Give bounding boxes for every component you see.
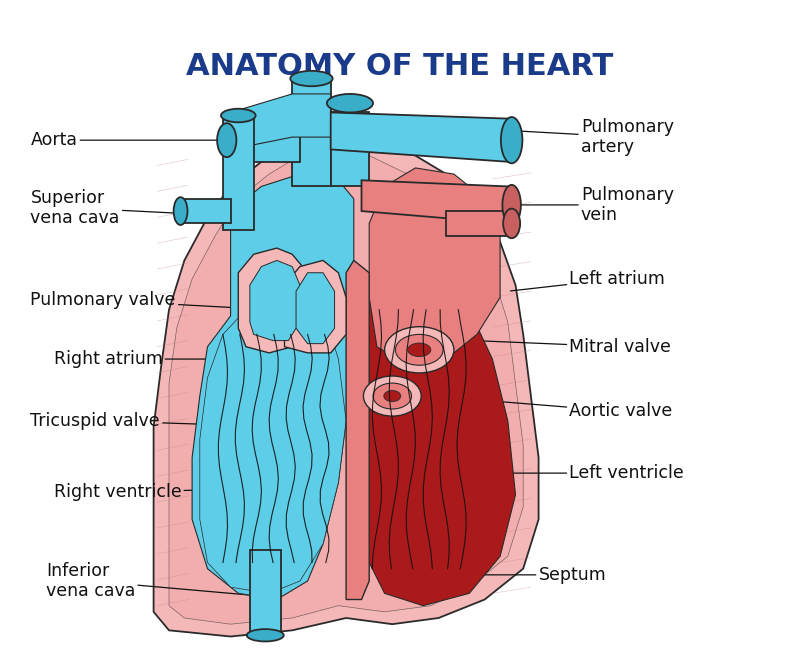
Text: Pulmonary
vein: Pulmonary vein (510, 186, 674, 224)
Polygon shape (250, 550, 281, 636)
Text: Right atrium: Right atrium (54, 350, 294, 368)
Ellipse shape (408, 343, 430, 356)
Ellipse shape (501, 117, 522, 163)
Polygon shape (362, 180, 508, 223)
Ellipse shape (373, 383, 411, 409)
Polygon shape (230, 119, 300, 161)
Ellipse shape (363, 376, 421, 416)
Text: Left atrium: Left atrium (510, 270, 666, 291)
Ellipse shape (502, 185, 521, 225)
Text: Left ventricle: Left ventricle (495, 464, 684, 482)
Polygon shape (370, 168, 500, 365)
Polygon shape (292, 82, 330, 186)
Text: Pulmonary valve: Pulmonary valve (30, 291, 270, 310)
Polygon shape (330, 113, 370, 186)
Polygon shape (346, 261, 370, 600)
Polygon shape (169, 149, 523, 624)
Ellipse shape (385, 327, 454, 373)
Polygon shape (200, 297, 346, 594)
Text: Superior
vena cava: Superior vena cava (30, 188, 254, 227)
Polygon shape (223, 119, 254, 230)
Polygon shape (250, 261, 300, 340)
Text: Aortic valve: Aortic valve (472, 399, 673, 421)
Polygon shape (230, 94, 330, 149)
Polygon shape (285, 261, 346, 353)
Ellipse shape (503, 208, 520, 239)
Polygon shape (362, 267, 515, 606)
Polygon shape (296, 273, 334, 344)
Ellipse shape (395, 334, 443, 365)
Text: Pulmonary
artery: Pulmonary artery (464, 118, 674, 157)
Ellipse shape (174, 197, 187, 225)
Polygon shape (446, 211, 508, 236)
Text: Tricuspid valve: Tricuspid valve (30, 411, 282, 429)
Ellipse shape (384, 391, 401, 401)
Polygon shape (184, 199, 230, 223)
Text: Right ventricle: Right ventricle (54, 482, 290, 500)
Ellipse shape (221, 109, 256, 123)
Text: Mitral valve: Mitral valve (476, 338, 671, 356)
Ellipse shape (290, 71, 333, 86)
Text: Aorta: Aorta (30, 131, 294, 149)
Ellipse shape (246, 629, 284, 641)
Text: Inferior
vena cava: Inferior vena cava (46, 561, 262, 600)
Polygon shape (238, 248, 308, 353)
Polygon shape (330, 113, 508, 161)
Text: Septum: Septum (418, 566, 606, 584)
Polygon shape (154, 137, 538, 636)
Text: ANATOMY OF THE HEART: ANATOMY OF THE HEART (186, 52, 614, 80)
Ellipse shape (217, 123, 236, 157)
Polygon shape (192, 174, 354, 600)
Ellipse shape (327, 94, 373, 113)
